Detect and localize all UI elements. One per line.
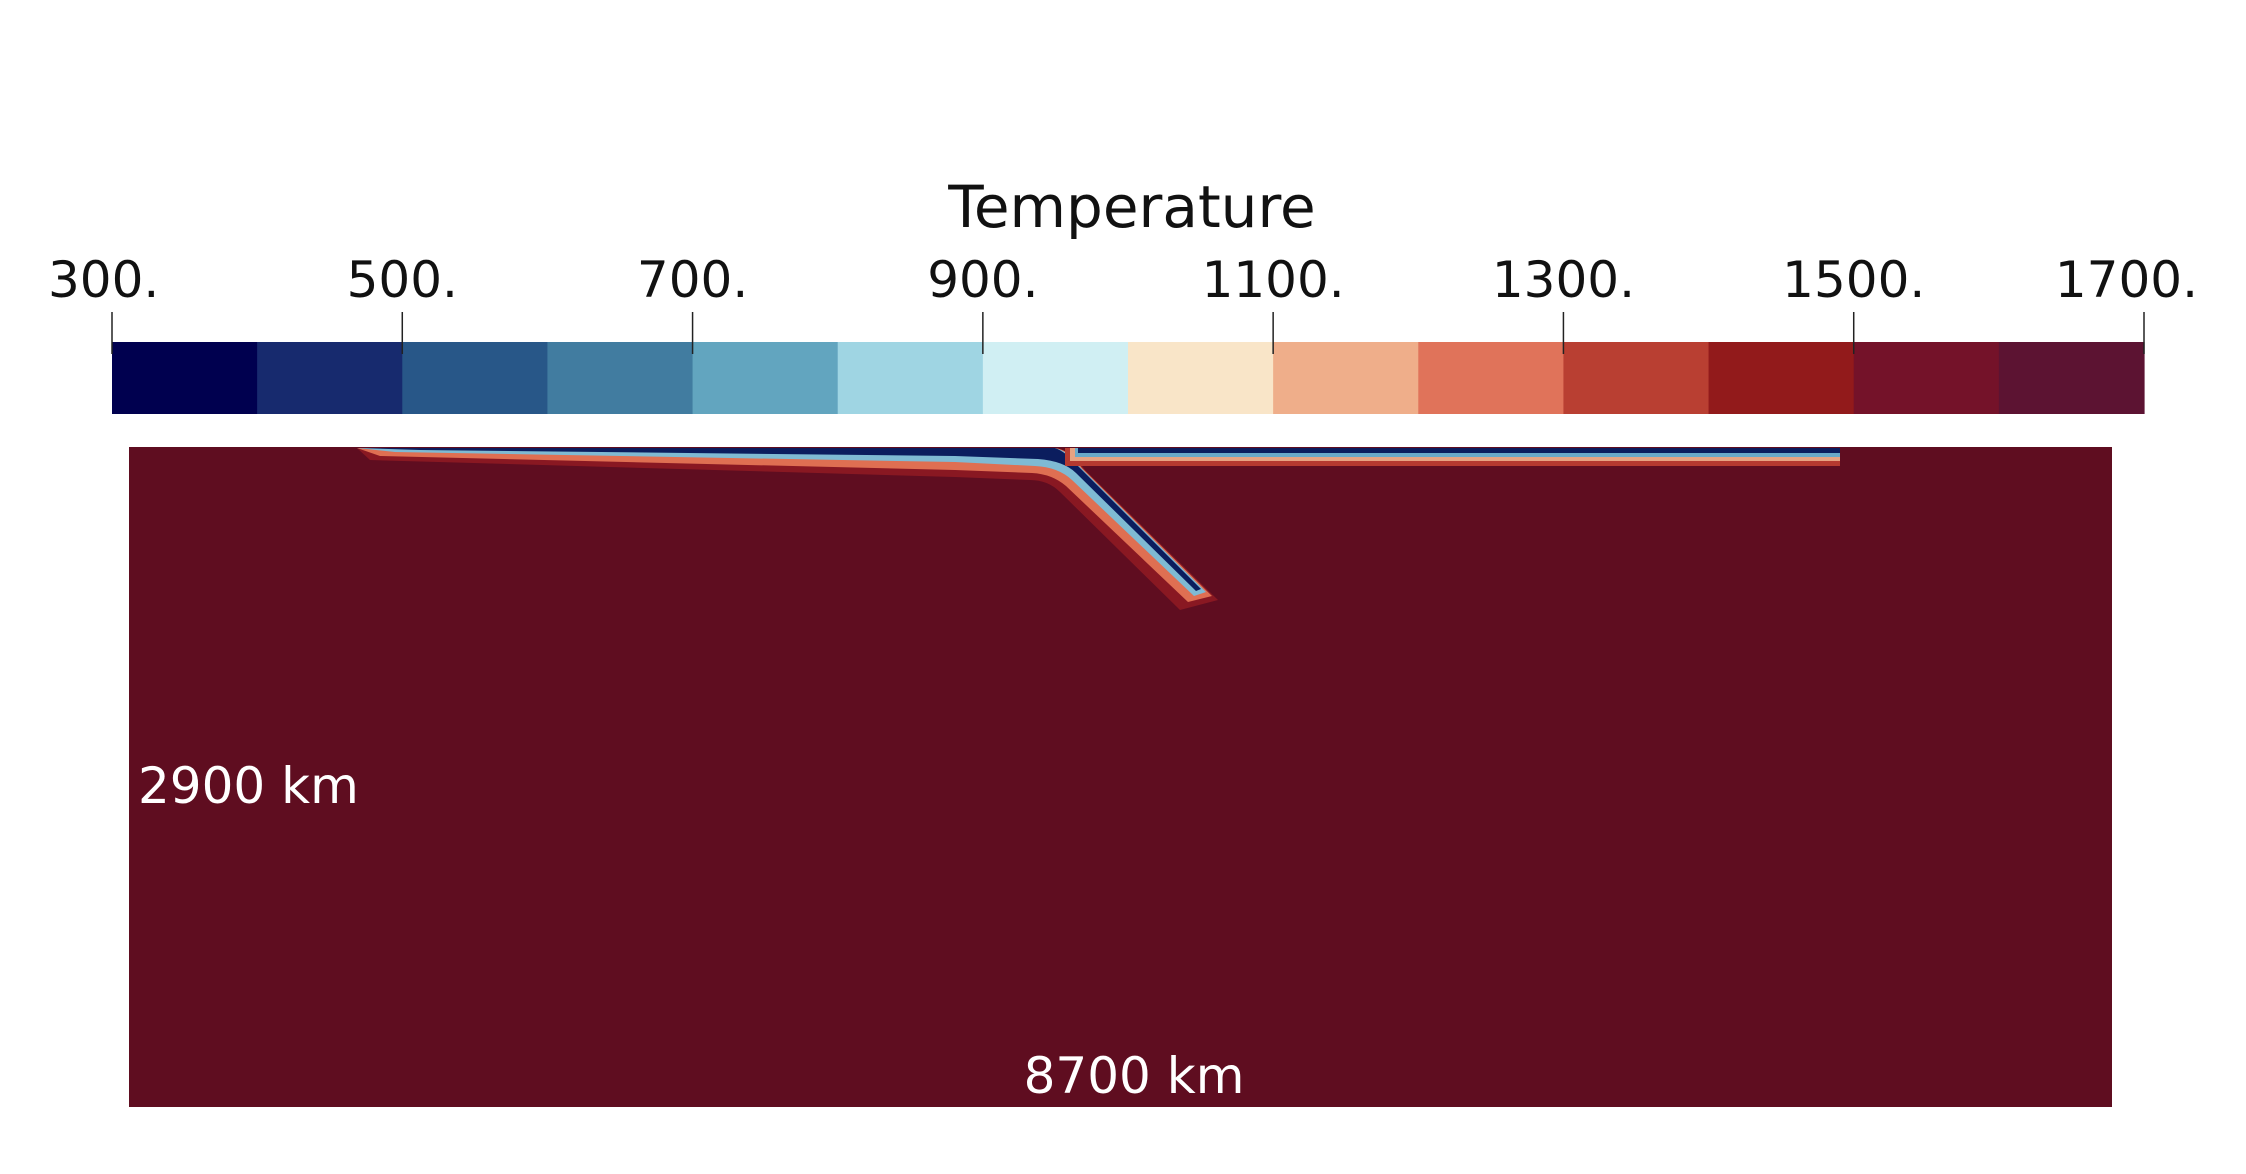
colorbar: Temperature 300. 500. 700. 900. 1100. 1300. 15… <box>48 173 2198 414</box>
colorbar-swatch <box>1853 342 2000 414</box>
width-label: 8700 km <box>1024 1047 1245 1105</box>
colorbar-swatches <box>112 342 2145 414</box>
colorbar-swatch <box>1273 342 1419 414</box>
colorbar-tick-label: 500. <box>347 251 458 309</box>
colorbar-swatch <box>402 342 549 414</box>
colorbar-tick-label: 1500. <box>1782 251 1925 309</box>
colorbar-swatch <box>1128 342 1274 414</box>
colorbar-swatch <box>1563 342 1710 414</box>
colorbar-swatch <box>112 342 258 414</box>
colorbar-tick-label: 1300. <box>1492 251 1635 309</box>
colorbar-swatch <box>982 342 1129 414</box>
mantle-background <box>129 447 2112 1107</box>
colorbar-tick-labels: 300. 500. 700. 900. 1100. 1300. 1500. 1700. <box>48 251 2198 309</box>
colorbar-swatch <box>1708 342 1855 414</box>
colorbar-tick-label: 1100. <box>1202 251 1345 309</box>
colorbar-tick-label: 1700. <box>2055 251 2198 309</box>
overriding-plate-core <box>1078 448 1840 453</box>
colorbar-tick-label: 300. <box>48 251 159 309</box>
colorbar-swatch <box>837 342 984 414</box>
overriding-plate <box>1065 448 1840 466</box>
colorbar-tick-label: 900. <box>927 251 1038 309</box>
colorbar-swatch <box>1418 342 1565 414</box>
colorbar-tick-marks <box>111 312 2145 354</box>
colorbar-tick-label: 700. <box>637 251 748 309</box>
colorbar-title: Temperature <box>947 173 1315 241</box>
colorbar-swatch <box>547 342 694 414</box>
depth-label: 2900 km <box>138 757 359 815</box>
colorbar-swatch <box>1998 342 2145 414</box>
colorbar-swatch <box>257 342 403 414</box>
colorbar-swatch <box>692 342 839 414</box>
model-domain: 2900 km 8700 km <box>129 447 2112 1107</box>
